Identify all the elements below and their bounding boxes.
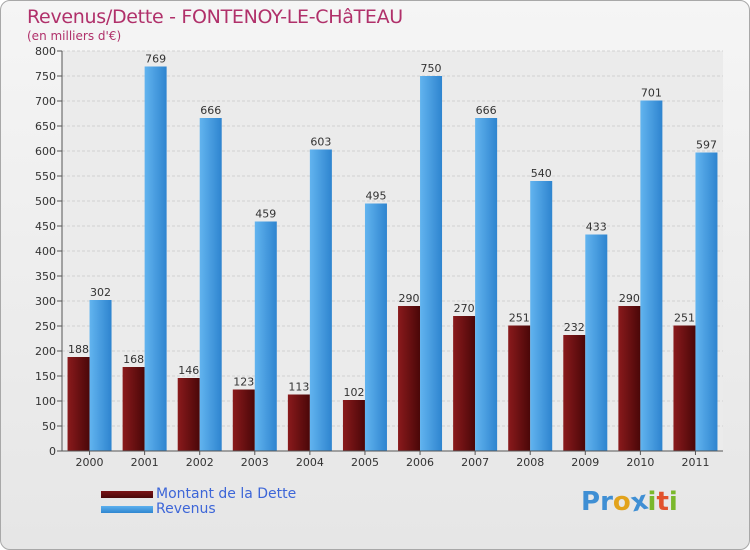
data-label-revenus: 540 <box>531 167 552 180</box>
legend-label-revenus: Revenus <box>156 501 216 517</box>
bar-revenus <box>364 203 387 451</box>
data-label-dette: 232 <box>564 321 585 334</box>
x-tick-label: 2010 <box>626 456 654 469</box>
y-tick-label: 750 <box>35 70 56 83</box>
y-tick-label: 700 <box>35 95 56 108</box>
logo-letter: i <box>668 487 678 517</box>
data-label-dette: 168 <box>123 353 144 366</box>
bar-revenus <box>475 118 498 451</box>
chart-title: Revenus/Dette - FONTENOY-LE-CHâTEAU <box>27 6 403 28</box>
bar-dette <box>122 367 145 451</box>
bar-revenus <box>199 118 222 451</box>
bar-revenus <box>254 221 277 451</box>
y-tick-label: 600 <box>35 145 56 158</box>
bar-dette <box>232 389 255 451</box>
x-tick-label: 2011 <box>681 456 709 469</box>
proxiti-logo: Proxiti <box>581 486 678 519</box>
bar-dette <box>563 335 586 451</box>
data-label-revenus: 769 <box>145 53 166 66</box>
bar-revenus <box>309 149 332 451</box>
data-label-dette: 123 <box>233 376 254 389</box>
legend-swatch-dette <box>101 491 153 498</box>
y-tick-label: 100 <box>35 395 56 408</box>
x-tick-label: 2004 <box>296 456 324 469</box>
bar-revenus <box>420 76 443 451</box>
bars <box>67 66 718 451</box>
x-tick-label: 2006 <box>406 456 434 469</box>
bar-dette <box>177 378 200 451</box>
bar-revenus <box>695 152 718 451</box>
chart-subtitle: (en milliers d'€) <box>27 29 122 43</box>
data-label-dette: 113 <box>288 381 309 394</box>
logo-letter: o <box>612 487 631 517</box>
bar-revenus <box>144 66 167 451</box>
data-label-dette: 290 <box>399 292 420 305</box>
data-label-revenus: 666 <box>200 104 221 117</box>
data-label-revenus: 495 <box>365 190 386 203</box>
y-tick-label: 300 <box>35 295 56 308</box>
data-label-dette: 290 <box>619 292 640 305</box>
bar-dette <box>673 325 696 451</box>
data-label-revenus: 459 <box>255 208 276 221</box>
y-tick-label: 550 <box>35 170 56 183</box>
bar-dette <box>398 306 421 451</box>
bar-dette <box>67 357 90 451</box>
bar-dette <box>287 394 310 451</box>
bar-chart: 0 50 100 150 200 250 300 350 400 450 500 550 600 650 7… <box>35 45 723 469</box>
y-tick-label: 200 <box>35 345 56 358</box>
y-tick-label: 800 <box>35 45 56 58</box>
bar-dette <box>508 325 531 451</box>
data-label-dette: 146 <box>178 364 199 377</box>
bar-revenus <box>585 234 608 451</box>
x-tick-label: 2002 <box>186 456 214 469</box>
data-label-revenus: 603 <box>310 136 331 149</box>
data-labels: 188 302 168 769 146 666 123 459 113 603 102 495 290 7… <box>68 53 717 400</box>
x-tick-label: 2001 <box>131 456 159 469</box>
gridlines <box>62 50 723 452</box>
y-tick-label: 150 <box>35 370 56 383</box>
bar-dette <box>453 316 476 451</box>
y-tick-label: 450 <box>35 220 56 233</box>
bar-dette <box>618 306 641 451</box>
y-tick-label: 350 <box>35 270 56 283</box>
bar-revenus <box>530 181 553 451</box>
y-tick-label: 250 <box>35 320 56 333</box>
legend-swatch-revenus <box>101 506 153 513</box>
bar-dette <box>342 400 365 451</box>
axes: 0 50 100 150 200 250 300 350 400 450 500 550 600 650 7… <box>35 45 723 469</box>
bar-revenus <box>640 100 663 451</box>
data-label-dette: 270 <box>454 302 475 315</box>
data-label-dette: 102 <box>343 386 364 399</box>
data-label-revenus: 302 <box>90 286 111 299</box>
x-tick-label: 2000 <box>76 456 104 469</box>
data-label-dette: 251 <box>674 312 695 325</box>
y-tick-label: 50 <box>42 420 56 433</box>
logo-letter: r <box>600 487 613 517</box>
data-label-revenus: 597 <box>696 139 717 152</box>
y-tick-label: 400 <box>35 245 56 258</box>
bar-revenus <box>89 300 112 451</box>
logo-letter: i <box>647 487 657 517</box>
x-tick-label: 2005 <box>351 456 379 469</box>
x-tick-label: 2007 <box>461 456 489 469</box>
data-label-revenus: 701 <box>641 87 662 100</box>
y-tick-label: 650 <box>35 120 56 133</box>
data-label-revenus: 666 <box>476 104 497 117</box>
data-label-dette: 188 <box>68 343 89 356</box>
y-tick-label: 0 <box>49 445 56 458</box>
x-tick-label: 2003 <box>241 456 269 469</box>
x-tick-label: 2008 <box>516 456 544 469</box>
x-tick-label: 2009 <box>571 456 599 469</box>
data-label-dette: 251 <box>509 312 530 325</box>
data-label-revenus: 433 <box>586 221 607 234</box>
y-tick-label: 500 <box>35 195 56 208</box>
legend-label-dette: Montant de la Dette <box>156 486 297 502</box>
logo-letter: t <box>656 487 669 517</box>
data-label-revenus: 750 <box>421 62 442 75</box>
logo-letter: P <box>581 487 601 517</box>
